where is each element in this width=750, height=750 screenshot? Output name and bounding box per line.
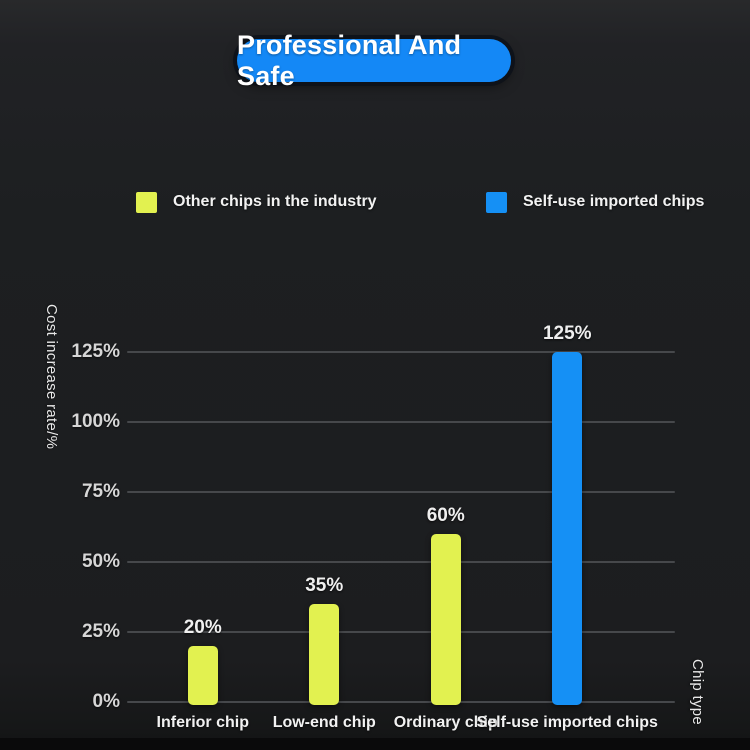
gridline — [127, 351, 675, 353]
y-tick-label: 0% — [92, 691, 120, 712]
gridline — [127, 421, 675, 423]
legend-item-other-chips: Other chips in the industry — [136, 191, 377, 213]
bar-value-label: 35% — [305, 575, 344, 596]
y-axis-title: Cost increase rate/% — [43, 304, 60, 450]
gridline — [127, 701, 675, 703]
x-category-label: Ordinary chip — [393, 714, 498, 731]
bottom-strip — [0, 738, 750, 750]
legend-label-self-use: Self-use imported chips — [523, 193, 705, 210]
banner-title: Professional And Safe — [237, 29, 462, 91]
banner-pill: Professional And Safe — [237, 30, 511, 91]
bar-value-label: 60% — [426, 505, 465, 526]
bar-yellow — [430, 534, 461, 705]
legend-item-self-use: Self-use imported chips — [486, 191, 704, 213]
bar-value-label: 125% — [542, 323, 592, 344]
bar-value-label: 20% — [183, 617, 222, 638]
gridline — [127, 631, 675, 633]
bar-blue — [552, 352, 583, 705]
y-tick-label: 125% — [71, 341, 120, 362]
legend-swatch-blue — [486, 191, 507, 213]
gridline — [127, 491, 675, 493]
y-tick-label: 25% — [81, 621, 120, 642]
bar-yellow — [187, 646, 218, 705]
x-category-label: Inferior chip — [156, 714, 249, 731]
y-tick-label: 75% — [81, 481, 120, 502]
legend-label-other-chips: Other chips in the industry — [173, 193, 377, 210]
x-axis-title: Chip type — [689, 659, 706, 726]
y-tick-label: 50% — [81, 551, 120, 572]
gridline — [127, 561, 675, 563]
legend-swatch-yellow — [136, 191, 157, 213]
y-tick-label: 100% — [71, 411, 120, 432]
bar-yellow — [309, 604, 340, 705]
x-category-label: Low-end chip — [272, 714, 376, 731]
x-category-label: Self-use imported chips — [476, 714, 658, 731]
